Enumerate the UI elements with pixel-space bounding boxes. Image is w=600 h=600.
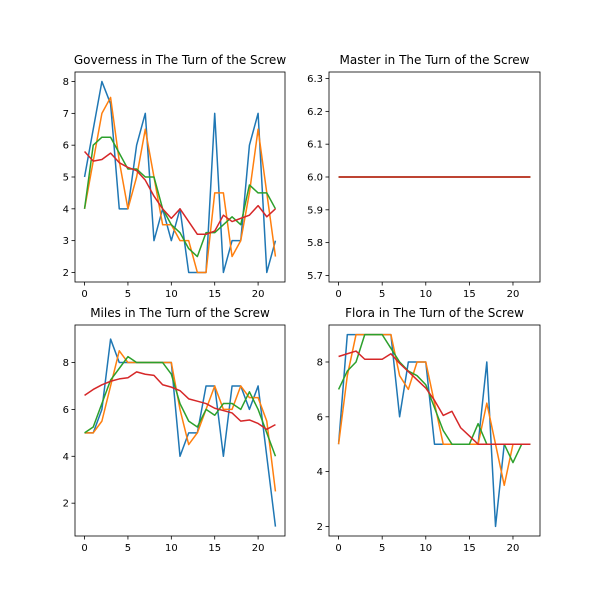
y-tick-label: 5.7	[307, 271, 323, 282]
x-tick-label: 0	[81, 543, 87, 554]
x-tick-label: 0	[335, 543, 341, 554]
x-tick-label: 10	[419, 289, 432, 300]
y-tick-label: 4	[63, 452, 69, 463]
x-tick-label: 20	[252, 289, 265, 300]
y-tick-label: 6.1	[307, 140, 323, 151]
y-tick-label: 6.3	[307, 74, 323, 85]
y-tick-label: 5.9	[307, 205, 323, 216]
x-tick-label: 0	[335, 289, 341, 300]
y-tick-label: 6.2	[307, 107, 323, 118]
y-tick-label: 6	[63, 405, 69, 416]
chart-title: Miles in The Turn of the Screw	[90, 306, 270, 320]
series-line-orange	[83, 96, 277, 274]
x-tick-label: 10	[419, 543, 432, 554]
series-line-red	[84, 371, 276, 431]
series-line-blue	[84, 338, 277, 527]
series-line-blue	[337, 333, 531, 528]
series-line-orange	[84, 350, 277, 492]
x-tick-label: 5	[379, 289, 385, 300]
series-line-red	[338, 350, 531, 445]
x-tick-label: 15	[208, 289, 221, 300]
chart-title: Master in The Turn of the Screw	[340, 53, 530, 67]
x-tick-label: 5	[125, 289, 131, 300]
series-line-green	[84, 355, 277, 457]
chart-panel-4: 0 5 10 15 20 2 4 6 8 Flora in The Turn of the Scr…	[317, 306, 541, 554]
series-line-blue	[83, 80, 277, 274]
series-line-red	[83, 151, 276, 236]
y-tick-label: 7	[63, 109, 69, 120]
x-tick-label: 20	[507, 289, 520, 300]
x-tick-label: 5	[379, 543, 385, 554]
axes-frame	[74, 324, 286, 537]
x-tick-label: 20	[252, 543, 265, 554]
x-tick-label: 10	[165, 543, 178, 554]
x-tick-label: 0	[81, 289, 87, 300]
x-tick-label: 5	[125, 543, 131, 554]
y-tick-label: 2	[317, 522, 323, 533]
y-tick-label: 4	[63, 204, 69, 215]
series-line-green	[83, 136, 277, 258]
y-tick-label: 6.0	[307, 173, 323, 184]
x-tick-label: 15	[208, 543, 221, 554]
y-tick-label: 2	[63, 268, 69, 279]
x-tick-label: 10	[165, 289, 178, 300]
axes-frame	[328, 324, 541, 537]
chart-title: Governess in The Turn of the Screw	[74, 53, 286, 67]
x-tick-label: 15	[463, 289, 476, 300]
y-tick-label: 2	[63, 499, 69, 510]
y-tick-label: 4	[317, 467, 323, 478]
x-tick-label: 20	[507, 543, 520, 554]
chart-panel-2: 0 5 10 15 20 5.7 5.8 5.9 6.0 6.1 6.2 6.3 Master in T…	[307, 53, 541, 300]
y-tick-label: 6	[317, 412, 323, 423]
chart-title: Flora in The Turn of the Screw	[345, 306, 524, 320]
x-tick-label: 15	[463, 543, 476, 554]
y-tick-label: 6	[63, 141, 69, 152]
y-tick-label: 5.8	[307, 238, 323, 249]
y-tick-label: 8	[63, 77, 69, 88]
chart-panel-3: 0 5 10 15 20 2 4 6 8 Miles in The Turn of the Scr…	[63, 306, 286, 554]
y-tick-label: 3	[63, 236, 69, 247]
y-tick-label: 8	[63, 358, 69, 369]
y-tick-label: 5	[63, 173, 69, 184]
y-tick-label: 8	[317, 357, 323, 368]
chart-panel-1: 0 5 10 15 20 2 3 4 5 6 7 8 Governess in The Turn of …	[63, 53, 287, 300]
